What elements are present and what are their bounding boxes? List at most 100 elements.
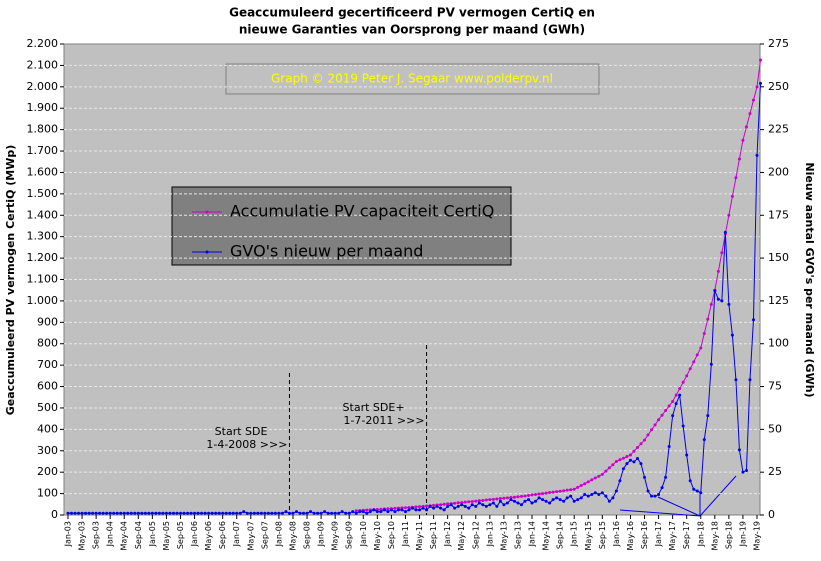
series-point <box>723 230 727 234</box>
series-point <box>414 508 418 512</box>
series-point <box>544 491 548 495</box>
credit: Graph © 2019 Peter J. Segaar www.polderp… <box>271 72 553 86</box>
x-tick-label: Sep-17 <box>682 521 691 549</box>
series-point <box>646 433 650 437</box>
series-point <box>505 501 509 505</box>
series-point <box>527 494 531 498</box>
series-point <box>411 506 414 510</box>
series-point <box>140 511 144 515</box>
series-point <box>527 498 531 502</box>
series-point <box>702 438 706 442</box>
series-point <box>544 499 548 503</box>
series-point <box>168 511 172 515</box>
y2-tick-label: 50 <box>768 422 782 435</box>
series-point <box>242 510 246 514</box>
x-tick-label: Jan-08 <box>274 521 283 547</box>
series-point <box>646 489 650 493</box>
y-tick-label: 300 <box>37 444 58 457</box>
series-point <box>150 511 154 515</box>
series-point <box>509 498 513 502</box>
series-point <box>583 492 587 496</box>
annotation-text: Start SDE+ <box>343 401 405 414</box>
y2-axis-label: Nieuw aantal GVO's per maand (GWh) <box>803 162 816 397</box>
x-tick-label: May-15 <box>584 521 593 550</box>
series-point <box>734 176 738 180</box>
series-point <box>590 478 594 482</box>
series-point <box>463 500 467 504</box>
series-point <box>442 508 446 512</box>
series-point <box>154 511 158 515</box>
x-tick-label: Jan-15 <box>570 521 579 547</box>
y-tick-label: 1.600 <box>27 165 59 178</box>
series-point <box>650 494 654 498</box>
series-point <box>252 511 256 515</box>
series-point <box>534 492 538 496</box>
x-tick-label: May-10 <box>373 521 382 550</box>
series-point <box>555 490 559 494</box>
series-point <box>604 469 608 473</box>
y2-tick-label: 150 <box>768 251 789 264</box>
x-tick-label: Jan-03 <box>64 521 73 547</box>
x-tick-label: Sep-15 <box>598 521 607 549</box>
y-tick-label: 400 <box>37 422 58 435</box>
series-point <box>477 501 481 505</box>
series-point <box>671 414 675 418</box>
legend-label: GVO's nieuw per maand <box>230 242 423 261</box>
series-point <box>657 418 661 422</box>
series-point <box>498 499 502 503</box>
series-point <box>748 378 752 382</box>
series-point <box>235 511 239 515</box>
series-point <box>421 506 425 510</box>
series-point <box>558 489 562 493</box>
series-point <box>161 511 165 515</box>
x-tick-label: Jan-07 <box>232 521 241 547</box>
series-point <box>277 511 281 515</box>
series-point <box>628 458 632 462</box>
series-point <box>509 495 513 499</box>
series-point <box>653 494 657 498</box>
series-point <box>105 511 109 515</box>
y-tick-label: 600 <box>37 380 58 393</box>
series-point <box>484 504 488 508</box>
series-point <box>727 213 731 217</box>
x-tick-label: Jan-17 <box>654 521 663 547</box>
series-point <box>505 496 509 500</box>
series-point <box>224 511 228 515</box>
series-point <box>579 483 583 487</box>
series-point <box>692 360 696 364</box>
series-point <box>323 510 327 514</box>
y-tick-label: 1.300 <box>27 230 59 243</box>
series-point <box>171 511 175 515</box>
series-point <box>699 346 703 350</box>
y-tick-label: 1.100 <box>27 273 59 286</box>
series-point <box>597 492 601 496</box>
series-point <box>516 501 520 505</box>
series-point <box>667 444 671 448</box>
x-tick-label: Sep-04 <box>134 521 143 549</box>
series-point <box>716 269 720 273</box>
series-point <box>217 511 221 515</box>
series-point <box>396 508 400 512</box>
series-point <box>611 463 615 467</box>
series-point <box>621 456 625 460</box>
x-tick-label: May-13 <box>499 521 508 550</box>
series-point <box>101 511 105 515</box>
series-point <box>435 504 439 508</box>
chart-title: Geaccumuleerd gecertificeerd PV vermogen… <box>229 6 595 20</box>
y2-tick-label: 175 <box>768 208 789 221</box>
x-tick-label: May-12 <box>457 521 466 550</box>
series-point <box>66 511 70 515</box>
series-point <box>621 467 625 471</box>
y2-tick-label: 75 <box>768 380 782 393</box>
series-point <box>702 331 706 335</box>
series-point <box>491 497 495 501</box>
y-tick-label: 2.200 <box>27 37 59 50</box>
series-point <box>143 511 147 515</box>
series-point <box>562 489 566 493</box>
series-point <box>126 511 130 515</box>
series-point <box>562 499 566 503</box>
series-point <box>382 508 386 512</box>
series-point <box>523 499 527 503</box>
series-point <box>681 424 685 428</box>
series-point <box>548 501 552 505</box>
